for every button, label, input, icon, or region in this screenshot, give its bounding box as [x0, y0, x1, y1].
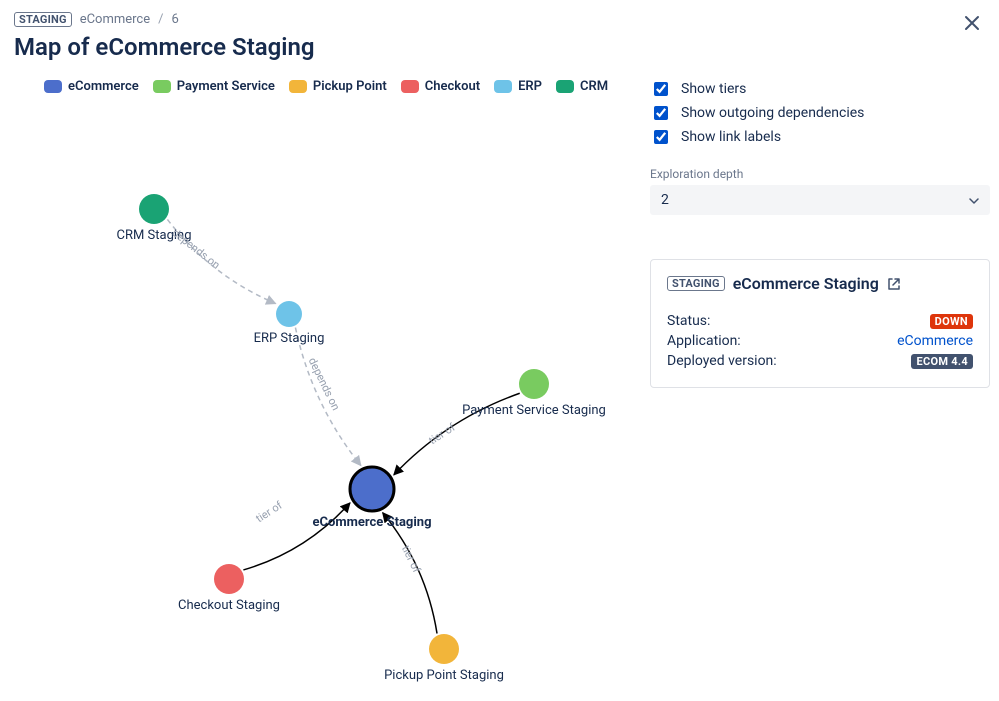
details-card: STAGING eCommerce Staging Status: DOWN A…: [650, 259, 990, 388]
legend-item: CRM: [556, 79, 608, 94]
env-badge: STAGING: [667, 276, 725, 291]
legend-item: ERP: [494, 79, 542, 94]
graph-node-label: Pickup Point Staging: [384, 668, 504, 683]
legend-swatch: [556, 80, 574, 93]
breadcrumb: STAGING eCommerce / 6: [0, 0, 999, 27]
page-title: Map of eCommerce Staging: [14, 33, 985, 61]
legend-label: Checkout: [425, 79, 480, 94]
legend-label: Pickup Point: [313, 79, 387, 94]
legend-label: ERP: [518, 79, 542, 94]
depth-select[interactable]: 2: [650, 185, 990, 215]
graph-node-label: ERP Staging: [254, 331, 325, 346]
legend-label: Payment Service: [177, 79, 275, 94]
legend-item: Checkout: [401, 79, 480, 94]
graph-node[interactable]: [214, 564, 244, 594]
graph-node[interactable]: [429, 634, 459, 664]
application-link[interactable]: eCommerce: [897, 333, 973, 349]
close-icon[interactable]: [963, 14, 981, 37]
graph-node[interactable]: [350, 467, 394, 511]
legend-label: CRM: [580, 79, 608, 94]
kv-application: Application: eCommerce: [667, 331, 973, 351]
checkbox-show-outgoing[interactable]: Show outgoing dependencies: [650, 101, 990, 125]
controls-panel: Show tiers Show outgoing dependencies Sh…: [650, 75, 990, 215]
legend-swatch: [401, 80, 419, 93]
graph-node-label: Checkout Staging: [178, 598, 280, 613]
graph-node-label: Payment Service Staging: [462, 403, 606, 418]
breadcrumb-sep: /: [158, 12, 163, 27]
kv-label: Application:: [667, 333, 741, 349]
chevron-down-icon: [969, 193, 979, 207]
kv-label: Deployed version:: [667, 353, 777, 369]
status-badge: DOWN: [930, 314, 973, 329]
legend-item: eCommerce: [44, 79, 139, 94]
select-value: 2: [661, 192, 669, 208]
legend: eCommerce Payment Service Pickup Point Chec…: [14, 75, 634, 104]
legend-swatch: [44, 80, 62, 93]
legend-label: eCommerce: [68, 79, 139, 94]
checkbox-input[interactable]: [654, 82, 668, 96]
checkbox-label: Show link labels: [681, 129, 781, 145]
checkbox-show-labels[interactable]: Show link labels: [650, 125, 990, 149]
legend-item: Pickup Point: [289, 79, 387, 94]
legend-item: Payment Service: [153, 79, 275, 94]
checkbox-show-tiers[interactable]: Show tiers: [650, 77, 990, 101]
dependency-graph[interactable]: CRM StagingERP StagingPayment Service St…: [14, 104, 634, 664]
breadcrumb-count[interactable]: 6: [172, 12, 179, 27]
kv-status: Status: DOWN: [667, 311, 973, 331]
details-title: eCommerce Staging: [733, 274, 879, 293]
checkbox-input[interactable]: [654, 106, 668, 120]
breadcrumb-app[interactable]: eCommerce: [80, 12, 150, 27]
checkbox-input[interactable]: [654, 130, 668, 144]
external-link-icon[interactable]: [887, 277, 901, 291]
checkbox-label: Show tiers: [681, 81, 746, 97]
legend-swatch: [289, 80, 307, 93]
legend-swatch: [494, 80, 512, 93]
graph-node[interactable]: [139, 194, 169, 224]
kv-deployed: Deployed version: ECOM 4.4: [667, 351, 973, 371]
env-badge: STAGING: [14, 12, 72, 27]
graph-node[interactable]: [276, 301, 302, 327]
graph-node-label: eCommerce Staging: [312, 515, 431, 530]
checkbox-label: Show outgoing dependencies: [681, 105, 864, 121]
graph-node[interactable]: [519, 369, 549, 399]
depth-label: Exploration depth: [650, 167, 990, 181]
kv-label: Status:: [667, 313, 710, 329]
version-badge: ECOM 4.4: [911, 354, 973, 369]
legend-swatch: [153, 80, 171, 93]
